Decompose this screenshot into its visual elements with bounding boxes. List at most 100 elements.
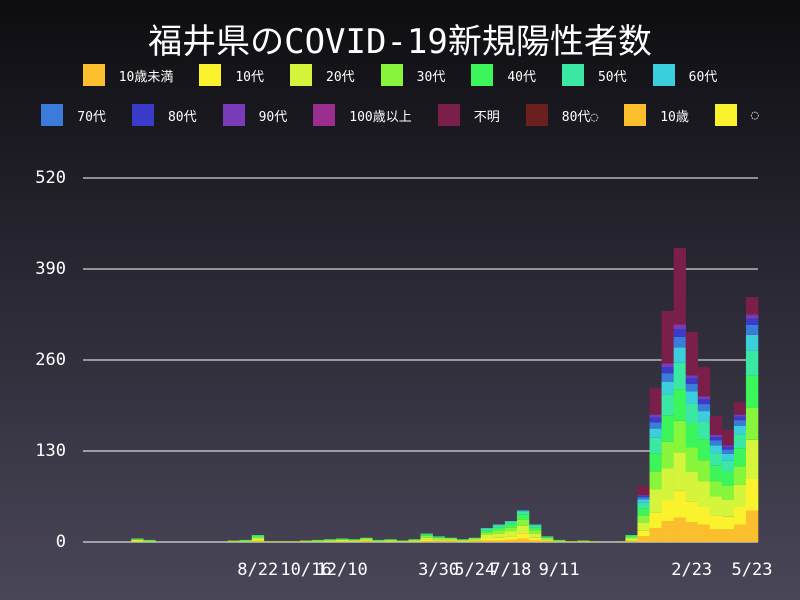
- bar-segment: [408, 539, 421, 540]
- bar-segment: [348, 539, 361, 540]
- legend-label: 100歳以上: [349, 109, 412, 125]
- bar-segment: [697, 421, 711, 440]
- bar-segment: [516, 538, 530, 542]
- bar-segment: [432, 537, 445, 540]
- bar-segment: [685, 403, 699, 423]
- bar-segment: [721, 453, 735, 461]
- bar-segment: [673, 347, 686, 363]
- bar-segment: [263, 541, 277, 542]
- bar-segment: [468, 539, 482, 541]
- legend-item: 40代: [471, 64, 536, 86]
- bar-segment: [396, 541, 409, 542]
- bar-segment: [685, 501, 699, 523]
- bar-segment: [673, 248, 686, 325]
- bar-segment: [709, 434, 723, 437]
- bar-segment: [721, 430, 735, 446]
- bar-segment: [709, 416, 723, 435]
- bar-segment: [745, 407, 759, 440]
- bar-segment: [709, 481, 723, 497]
- bar-segment: [360, 538, 373, 540]
- legend-swatch: [437, 104, 460, 126]
- bar-segment: [697, 404, 711, 412]
- bar-segment: [504, 523, 518, 528]
- bar-segment: [360, 539, 373, 541]
- bar-segment: [709, 453, 723, 466]
- bar-segment: [480, 532, 494, 535]
- bar-segment: [625, 535, 638, 536]
- bar-segment: [384, 540, 397, 542]
- legend-label: 60代: [688, 69, 718, 85]
- bar-segment: [733, 414, 747, 417]
- legend-item: 80代: [131, 104, 197, 126]
- bar-segment: [516, 514, 530, 520]
- bar-segment: [480, 535, 494, 539]
- bar-segment: [372, 541, 385, 542]
- bar-segment: [733, 484, 747, 507]
- bar-segment: [697, 460, 711, 482]
- bar-segment: [480, 538, 494, 541]
- bar-segment: [420, 539, 433, 542]
- bar-segment: [516, 511, 530, 515]
- bar-segment: [504, 531, 518, 537]
- bar-segment: [661, 500, 674, 521]
- bar-segment: [456, 539, 470, 541]
- bar-segment: [697, 396, 711, 400]
- bar-segment: [384, 539, 397, 541]
- legend-swatch: [290, 64, 313, 86]
- bar-segment: [745, 315, 759, 319]
- bar-segment: [131, 538, 144, 540]
- legend-label: 10歳: [660, 109, 689, 125]
- legend-item: 10歳未満: [82, 64, 173, 86]
- bar-segment: [516, 519, 530, 526]
- bar-segment: [528, 524, 542, 526]
- bar-segment: [697, 439, 711, 461]
- bar-segment: [384, 539, 397, 540]
- bar-segment: [637, 508, 650, 516]
- bar-segment: [239, 541, 253, 542]
- bar-segment: [227, 541, 240, 542]
- bar-segment: [685, 423, 699, 448]
- bar-segment: [504, 536, 518, 540]
- bar-segment: [709, 496, 723, 516]
- legend-item: 70代: [41, 104, 106, 126]
- bar-segment: [492, 540, 506, 542]
- bar-segment: [541, 539, 554, 541]
- legend-item: 50代: [561, 64, 627, 86]
- bar-segment: [528, 540, 542, 542]
- bar-segment: [480, 530, 494, 533]
- bar-segment: [649, 489, 662, 513]
- bar-segment: [432, 537, 445, 538]
- bar-segment: [637, 530, 650, 537]
- legend-swatch: [41, 104, 64, 126]
- bar-segment: [589, 541, 602, 542]
- bar-segment: [685, 375, 699, 379]
- y-tick-label: 390: [35, 259, 66, 279]
- bar-segment: [287, 541, 301, 542]
- bar-segment: [312, 539, 325, 541]
- bar-segment: [251, 537, 265, 539]
- bar-segment: [324, 539, 337, 540]
- bar-segment: [673, 336, 686, 348]
- x-tick-label: 3/30: [418, 560, 459, 580]
- bar-segment: [709, 440, 723, 446]
- bar-segment: [649, 417, 662, 423]
- bar-segment: [251, 541, 265, 542]
- bar-segment: [420, 541, 433, 542]
- bar-segment: [673, 329, 686, 337]
- legend-swatch: [652, 64, 675, 86]
- bar-segment: [348, 540, 361, 542]
- bar-segment: [408, 540, 421, 542]
- legend-item: 10歳: [624, 104, 689, 126]
- bar-segment: [456, 541, 470, 542]
- bar-segment: [420, 537, 433, 540]
- bar-segment: [251, 535, 265, 538]
- bar-segment: [673, 452, 686, 491]
- bar-segment: [468, 540, 482, 542]
- bar-segment: [372, 539, 385, 541]
- bar-segment: [432, 536, 445, 538]
- bar-segment: [239, 539, 253, 541]
- bar-segment: [408, 541, 421, 542]
- legend-label: 20代: [326, 69, 355, 85]
- bar-segment: [504, 521, 518, 522]
